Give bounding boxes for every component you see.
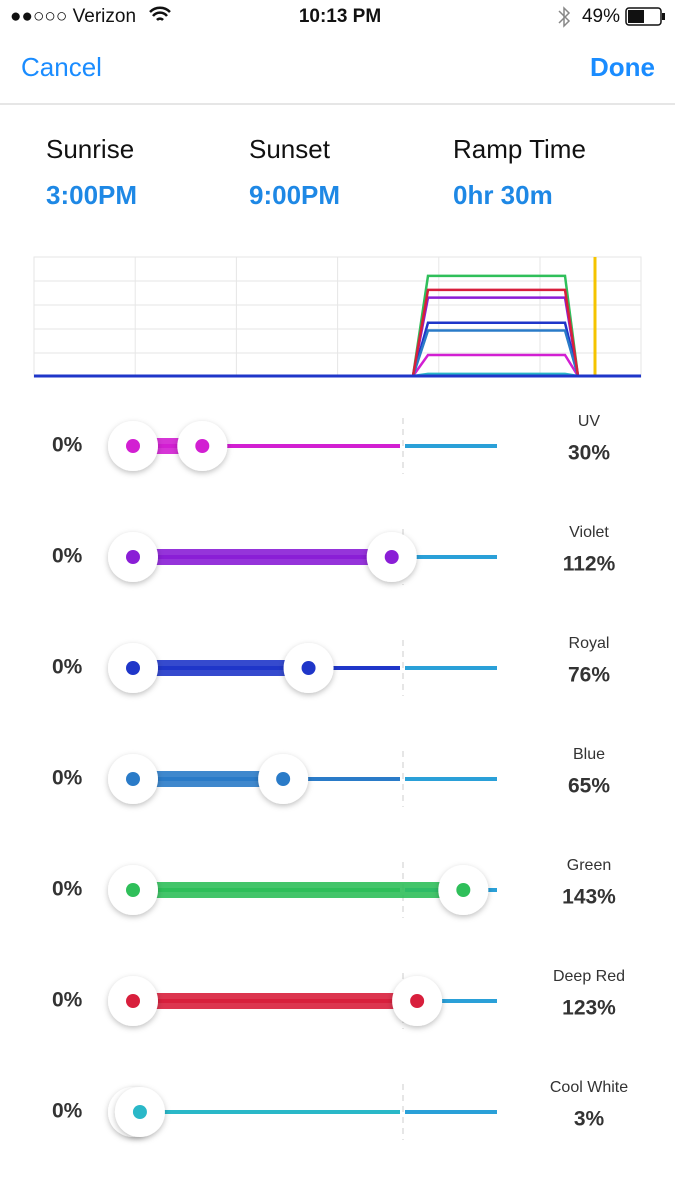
channel-row: 0% Green 143%: [52, 857, 616, 918]
channel-value: 3%: [574, 1108, 605, 1131]
channel-name: Deep Red: [553, 968, 625, 985]
channel-name: Violet: [569, 524, 609, 541]
channel-value: 30%: [568, 442, 610, 465]
slider-range: [133, 771, 284, 787]
channel-value: 76%: [568, 664, 610, 687]
battery-tip: [662, 13, 665, 20]
schedule-label: Ramp Time: [453, 134, 586, 164]
slider-handle-dot: [126, 550, 140, 564]
slider-handle-dot: [126, 883, 140, 897]
channel-min-label: 0%: [52, 767, 83, 790]
channel-row: 0% Cool White 3%: [52, 1079, 628, 1140]
slider-handle-dot: [195, 439, 210, 453]
wifi-icon: [149, 6, 171, 21]
channel-name: Blue: [573, 746, 605, 763]
channel-min-label: 0%: [52, 878, 83, 901]
channel-name: Green: [567, 857, 611, 874]
battery-percent: 49%: [582, 6, 620, 27]
channel-min-label: 0%: [52, 1100, 83, 1123]
slider-handle-dot: [410, 994, 425, 1008]
channel-row: 0% Blue 65%: [52, 746, 610, 807]
slider-handle-dot: [301, 661, 316, 675]
channel-name: Cool White: [550, 1079, 628, 1096]
cancel-button[interactable]: Cancel: [21, 52, 102, 82]
slider-handle-dot: [126, 661, 140, 675]
slider-range: [133, 882, 464, 898]
channel-min-label: 0%: [52, 545, 83, 568]
slider-range: [133, 993, 418, 1009]
slider-handle-dot: [276, 772, 291, 786]
bluetooth-icon: [558, 6, 571, 28]
channel-min-label: 0%: [52, 434, 83, 457]
channel-value: 123%: [562, 997, 616, 1020]
battery-level: [628, 10, 644, 23]
carrier: ●●○○○ Verizon: [10, 6, 136, 27]
done-button[interactable]: Done: [590, 52, 655, 82]
slider-handle-dot: [126, 439, 140, 453]
slider-handle-dot: [456, 883, 471, 897]
channel-min-label: 0%: [52, 656, 83, 679]
schedule-label: Sunrise: [46, 134, 134, 164]
schedule-label: Sunset: [249, 134, 331, 164]
channel-value: 143%: [562, 886, 616, 909]
schedule-chart: [33, 256, 642, 378]
battery-icon: [625, 7, 662, 26]
slider-handle-dot: [384, 550, 399, 564]
slider-range: [133, 549, 392, 565]
channel-min-label: 0%: [52, 989, 83, 1012]
channel-value: 112%: [563, 553, 616, 576]
slider-handle-dot: [126, 994, 140, 1008]
schedule-value[interactable]: 3:00PM: [46, 180, 137, 210]
slider-range: [133, 660, 309, 676]
channel-row: 0% Deep Red 123%: [52, 968, 625, 1029]
channel-name: UV: [578, 413, 601, 430]
slider-handle-dot: [132, 1105, 147, 1119]
schedule-value[interactable]: 0hr 30m: [453, 180, 553, 210]
clock: 10:13 PM: [299, 6, 381, 27]
slider-handle-dot: [126, 772, 140, 786]
channel-row: 0% Royal 76%: [52, 635, 610, 696]
schedule-value[interactable]: 9:00PM: [249, 180, 340, 210]
channel-list: 0%UV30%0%Violet112%0%Royal76%0%Blue65%0%…: [52, 413, 628, 1140]
channel-value: 65%: [568, 775, 610, 798]
channel-name: Royal: [569, 635, 610, 652]
channel-row: 0% UV 30%: [52, 413, 610, 474]
channel-row: 0% Violet 112%: [52, 524, 616, 585]
